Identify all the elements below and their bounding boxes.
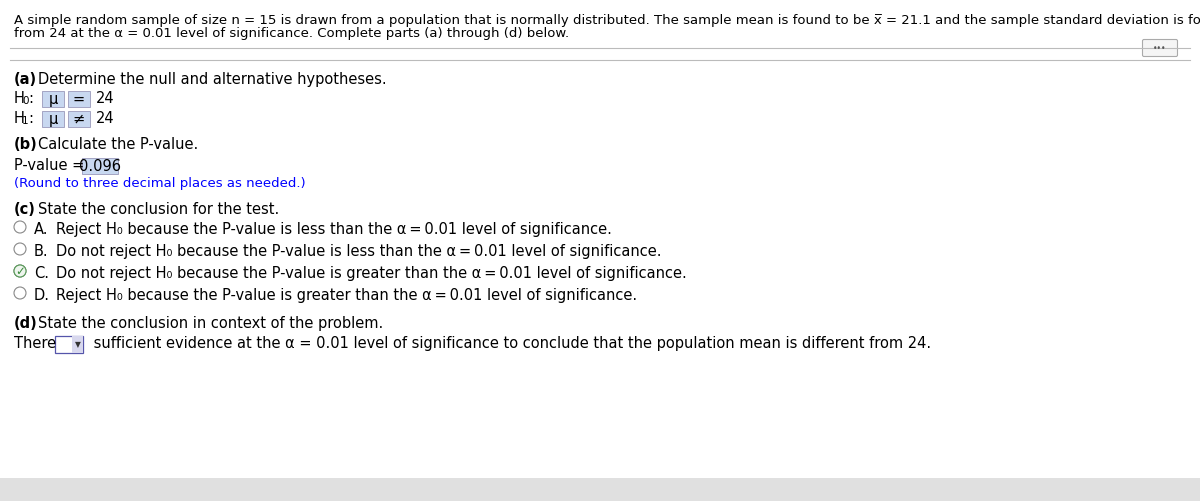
Text: (d): (d): [14, 316, 37, 331]
FancyBboxPatch shape: [68, 91, 90, 107]
FancyBboxPatch shape: [72, 336, 83, 353]
FancyBboxPatch shape: [1142, 40, 1177, 57]
Text: Do not reject H₀ because the P-value is greater than the α = 0.01 level of signi: Do not reject H₀ because the P-value is …: [56, 266, 686, 281]
Text: H: H: [14, 91, 25, 106]
FancyBboxPatch shape: [42, 91, 64, 107]
Text: (c): (c): [14, 202, 36, 217]
Text: ▼: ▼: [74, 340, 80, 349]
Text: μ: μ: [48, 92, 58, 107]
FancyBboxPatch shape: [42, 111, 64, 127]
Circle shape: [14, 265, 26, 277]
Text: sufficient evidence at the α = 0.01 level of significance to conclude that the p: sufficient evidence at the α = 0.01 leve…: [89, 336, 931, 351]
Text: H: H: [14, 111, 25, 126]
Circle shape: [14, 243, 26, 255]
Text: C.: C.: [34, 266, 49, 281]
Text: :: :: [28, 111, 34, 126]
Text: A simple random sample of size n = 15 is drawn from a population that is normall: A simple random sample of size n = 15 is…: [14, 14, 1200, 27]
Text: Do not reject H₀ because the P-value is less than the α = 0.01 level of signific: Do not reject H₀ because the P-value is …: [56, 244, 661, 259]
Text: 0.096: 0.096: [79, 158, 121, 173]
Text: :: :: [28, 91, 34, 106]
Text: Determine the null and alternative hypotheses.: Determine the null and alternative hypot…: [38, 72, 386, 87]
Text: State the conclusion for the test.: State the conclusion for the test.: [38, 202, 280, 217]
Text: A.: A.: [34, 222, 48, 237]
Text: (a): (a): [14, 72, 37, 87]
Text: Reject H₀ because the P-value is greater than the α = 0.01 level of significance: Reject H₀ because the P-value is greater…: [56, 288, 637, 303]
FancyBboxPatch shape: [68, 111, 90, 127]
Text: 24: 24: [96, 91, 115, 106]
FancyBboxPatch shape: [82, 158, 118, 174]
Text: 1: 1: [22, 116, 29, 126]
FancyBboxPatch shape: [55, 336, 83, 353]
Text: Calculate the P-value.: Calculate the P-value.: [38, 137, 198, 152]
Circle shape: [14, 265, 26, 277]
Text: Reject H₀ because the P-value is less than the α = 0.01 level of significance.: Reject H₀ because the P-value is less th…: [56, 222, 612, 237]
Text: (b): (b): [14, 137, 37, 152]
Text: 24: 24: [96, 111, 115, 126]
Text: ≠: ≠: [73, 112, 85, 126]
Text: State the conclusion in context of the problem.: State the conclusion in context of the p…: [38, 316, 383, 331]
Text: =: =: [73, 92, 85, 107]
Circle shape: [14, 221, 26, 233]
Text: •••: •••: [1153, 44, 1166, 53]
Text: μ: μ: [48, 112, 58, 126]
Text: D.: D.: [34, 288, 50, 303]
Circle shape: [14, 287, 26, 299]
Text: ✓: ✓: [16, 265, 25, 278]
Text: 0: 0: [22, 96, 29, 106]
Text: (Round to three decimal places as needed.): (Round to three decimal places as needed…: [14, 177, 306, 190]
Text: There: There: [14, 336, 56, 351]
Text: from 24 at the α = 0.01 level of significance. Complete parts (a) through (d) be: from 24 at the α = 0.01 level of signifi…: [14, 27, 569, 40]
Text: B.: B.: [34, 244, 49, 259]
Text: P-value =: P-value =: [14, 158, 89, 173]
